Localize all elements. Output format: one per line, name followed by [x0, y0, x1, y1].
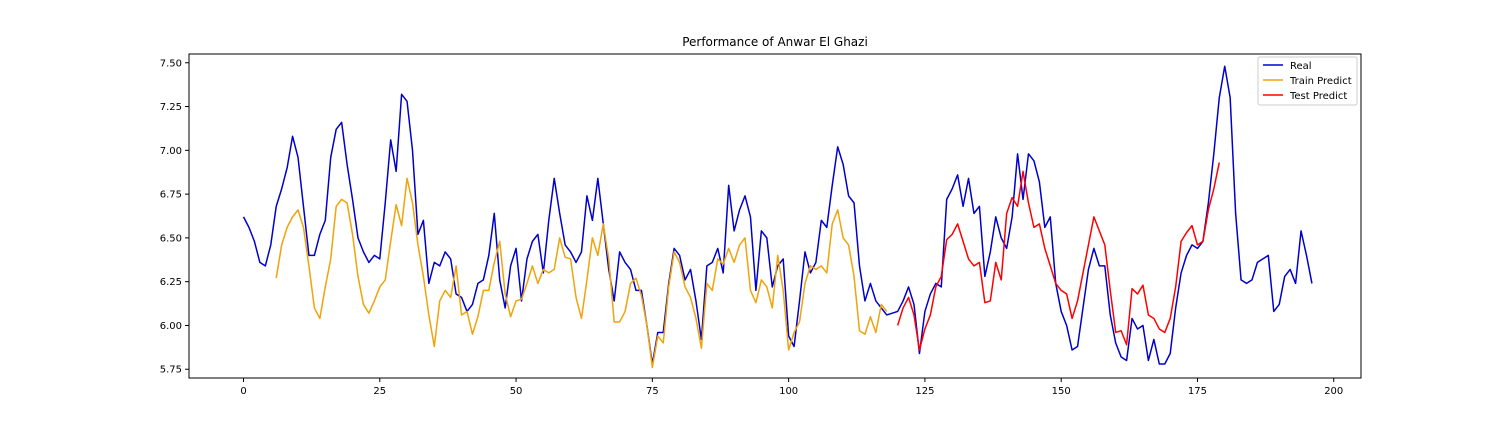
series-line-train-predict [275, 177, 888, 369]
legend: Real Train Predict Test Predict [1257, 56, 1358, 106]
y-tick-label: 7.25 [160, 102, 182, 113]
x-tick-label: 175 [1188, 386, 1207, 397]
series-line-test-predict [896, 162, 1221, 351]
plot-area [242, 65, 1313, 369]
x-tick-label: 125 [915, 386, 934, 397]
x-tick-label: 150 [1052, 386, 1071, 397]
y-tick-label: 6.00 [160, 321, 182, 332]
y-tick-label: 6.75 [160, 190, 182, 201]
y-tick-label: 7.00 [160, 146, 182, 157]
legend-label-real: Real [1290, 61, 1312, 72]
chart-title: Performance of Anwar El Ghazi [682, 35, 868, 49]
x-tick-label: 200 [1324, 386, 1343, 397]
y-tick-label: 6.25 [160, 277, 182, 288]
legend-label-train-predict: Train Predict [1289, 76, 1352, 87]
x-tick-label: 0 [240, 386, 246, 397]
axes-frame [188, 53, 1362, 379]
legend-box [1257, 56, 1358, 106]
y-tick-label: 6.50 [160, 233, 182, 244]
x-axis: 0 25 50 75 100 125 150 175 200 [240, 378, 1343, 397]
x-tick-label: 50 [510, 386, 523, 397]
x-tick-label: 25 [373, 386, 386, 397]
y-axis: 5.75 6.00 6.25 6.50 6.75 7.00 7.25 7.50 [160, 58, 189, 376]
y-tick-label: 7.50 [160, 58, 182, 69]
legend-label-test-predict: Test Predict [1289, 91, 1347, 102]
series-line-real [242, 65, 1313, 365]
x-tick-label: 75 [646, 386, 659, 397]
x-tick-label: 100 [779, 386, 798, 397]
y-tick-label: 5.75 [160, 365, 182, 376]
